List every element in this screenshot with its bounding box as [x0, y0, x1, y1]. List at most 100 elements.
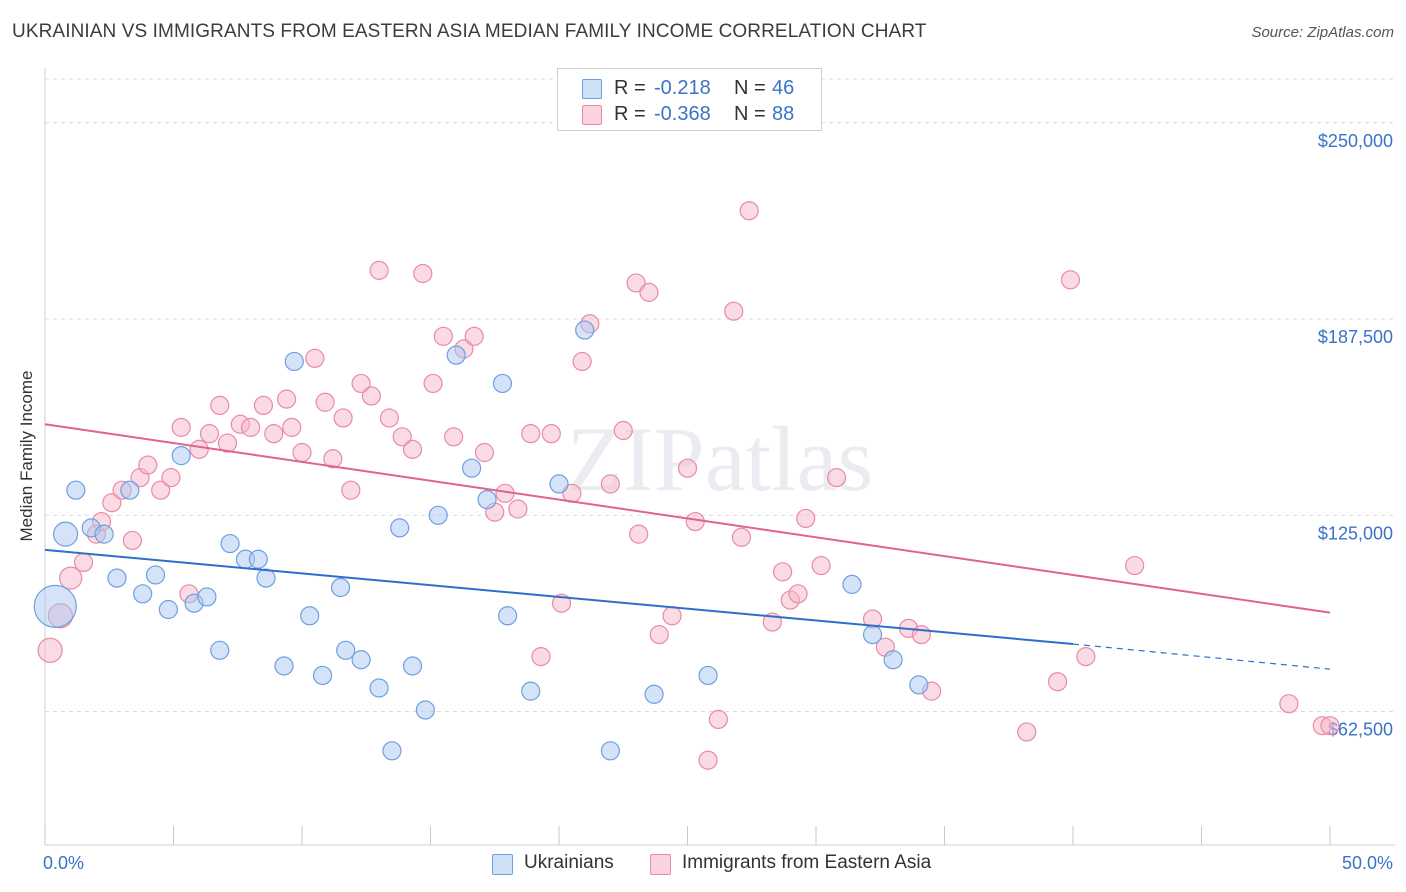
legend-r-value: -0.368 — [654, 103, 711, 125]
legend-label-ukrainians: Ukrainians — [524, 852, 614, 873]
ukrainians-point — [33, 584, 77, 628]
eastern-asia-point — [282, 417, 302, 437]
ukrainians-point — [120, 480, 140, 500]
chart-title: UKRAINIAN VS IMMIGRANTS FROM EASTERN ASI… — [12, 21, 927, 42]
ukrainians-trend-extension — [1072, 643, 1331, 670]
eastern-asia-point — [911, 625, 931, 645]
eastern-asia-point — [351, 373, 371, 394]
eastern-asia-point — [315, 392, 335, 412]
eastern-asia-point — [508, 499, 528, 519]
eastern-asia-point — [73, 552, 94, 573]
ukrainians-point — [698, 665, 718, 686]
axes: $62,500 $125,000 $187,500 $250,000 0.0% 50.0% — [43, 68, 1395, 873]
eastern-asia-point — [811, 555, 831, 576]
ukrainians-point — [158, 599, 178, 620]
eastern-asia-point — [521, 424, 541, 444]
ukrainians-point — [842, 574, 862, 594]
eastern-asia-point — [253, 395, 274, 415]
eastern-asia-point — [102, 493, 122, 513]
source-label: Source: ZipAtlas.com — [1251, 24, 1394, 41]
ukrainians-point — [52, 521, 79, 547]
ukrainians-point — [312, 665, 333, 686]
ukrainians-point — [107, 568, 127, 588]
eastern-asia-point — [677, 458, 698, 478]
eastern-asia-point — [1047, 672, 1068, 692]
eastern-asia-point — [361, 386, 381, 406]
ukrainians-point — [462, 458, 482, 478]
eastern-asia-point — [826, 468, 847, 488]
eastern-asia-point — [433, 326, 453, 346]
eastern-asia-point — [1060, 270, 1081, 290]
ukrainians-point — [284, 351, 304, 372]
x-tick-label: 50.0% — [1342, 853, 1393, 873]
eastern-asia-point — [541, 424, 561, 444]
ukrainians-point — [220, 533, 240, 554]
ukrainians-point — [274, 656, 294, 676]
eastern-asia-point — [1125, 555, 1145, 576]
legend-label-eastern-asia: Immigrants from Eastern Asia — [682, 852, 932, 873]
y-tick-label: $250,000 — [1318, 131, 1393, 151]
eastern-asia-point — [685, 511, 705, 532]
eastern-asia-point — [626, 273, 646, 293]
eastern-asia-point — [1320, 716, 1340, 736]
legend-r-label: R = — [614, 103, 646, 125]
eastern-asia-point — [1279, 694, 1299, 714]
eastern-asia-point — [122, 530, 142, 551]
ukrainians-point — [644, 684, 664, 704]
ukrainians-trend-line — [44, 548, 1074, 646]
ukrainians-point — [248, 549, 268, 569]
eastern-asia-point — [171, 417, 191, 437]
ukrainians-point — [145, 565, 166, 585]
ukrainians-point — [415, 700, 435, 720]
ukrainians-point — [351, 650, 371, 670]
ukrainians-point — [390, 518, 410, 538]
legend-n-label: N = — [734, 77, 766, 99]
ukrainians-point — [369, 678, 389, 698]
y-axis-label: Median Family Income — [17, 370, 36, 541]
ukrainians-point — [197, 587, 217, 607]
eastern-asia-point — [292, 442, 312, 463]
ukrainians-point — [521, 681, 541, 701]
eastern-asia-point — [724, 301, 744, 321]
correlation-legend: R = -0.218 N = 46 R = -0.368 N = 88 — [557, 68, 822, 131]
ukrainians-point — [600, 741, 621, 761]
ukrainians-point — [133, 584, 153, 604]
ukrainians-point — [402, 656, 423, 676]
eastern-asia-point — [333, 408, 353, 428]
ukrainians-point — [336, 640, 356, 660]
legend-r-label: R = — [614, 77, 646, 99]
eastern-asia-point — [151, 480, 171, 500]
eastern-asia-point — [572, 351, 592, 372]
eastern-asia-point — [662, 606, 682, 626]
ukrainians-point — [171, 446, 191, 466]
eastern-asia-point — [649, 625, 669, 645]
eastern-asia-point — [392, 427, 412, 447]
eastern-asia-point — [423, 373, 443, 394]
eastern-asia-point — [402, 439, 423, 459]
eastern-asia-point — [772, 562, 793, 582]
eastern-asia-point — [613, 420, 633, 441]
eastern-asia-point — [731, 527, 752, 547]
eastern-asia-point — [161, 468, 181, 488]
eastern-asia-point — [1017, 722, 1037, 742]
eastern-asia-point — [341, 480, 361, 500]
legend-n-label: N = — [734, 103, 766, 125]
eastern-asia-point — [276, 389, 297, 409]
ukrainians-point — [446, 345, 466, 365]
eastern-asia-point — [37, 637, 63, 663]
eastern-asia-point — [1076, 646, 1096, 667]
eastern-asia-point — [639, 282, 659, 302]
x-tick-label: 0.0% — [43, 853, 84, 873]
eastern-asia-point — [444, 427, 464, 447]
ukrainians-point — [210, 640, 230, 660]
eastern-asia-point — [708, 709, 728, 730]
eastern-asia-point — [199, 424, 220, 444]
eastern-asia-point — [600, 474, 621, 494]
trend-lines — [44, 423, 1331, 670]
eastern-asia-point — [217, 433, 238, 453]
eastern-asia-point — [698, 750, 718, 770]
ukrainians-point — [498, 606, 518, 626]
watermark: ZIPatlas — [567, 408, 874, 510]
ukrainians-point — [492, 373, 513, 394]
